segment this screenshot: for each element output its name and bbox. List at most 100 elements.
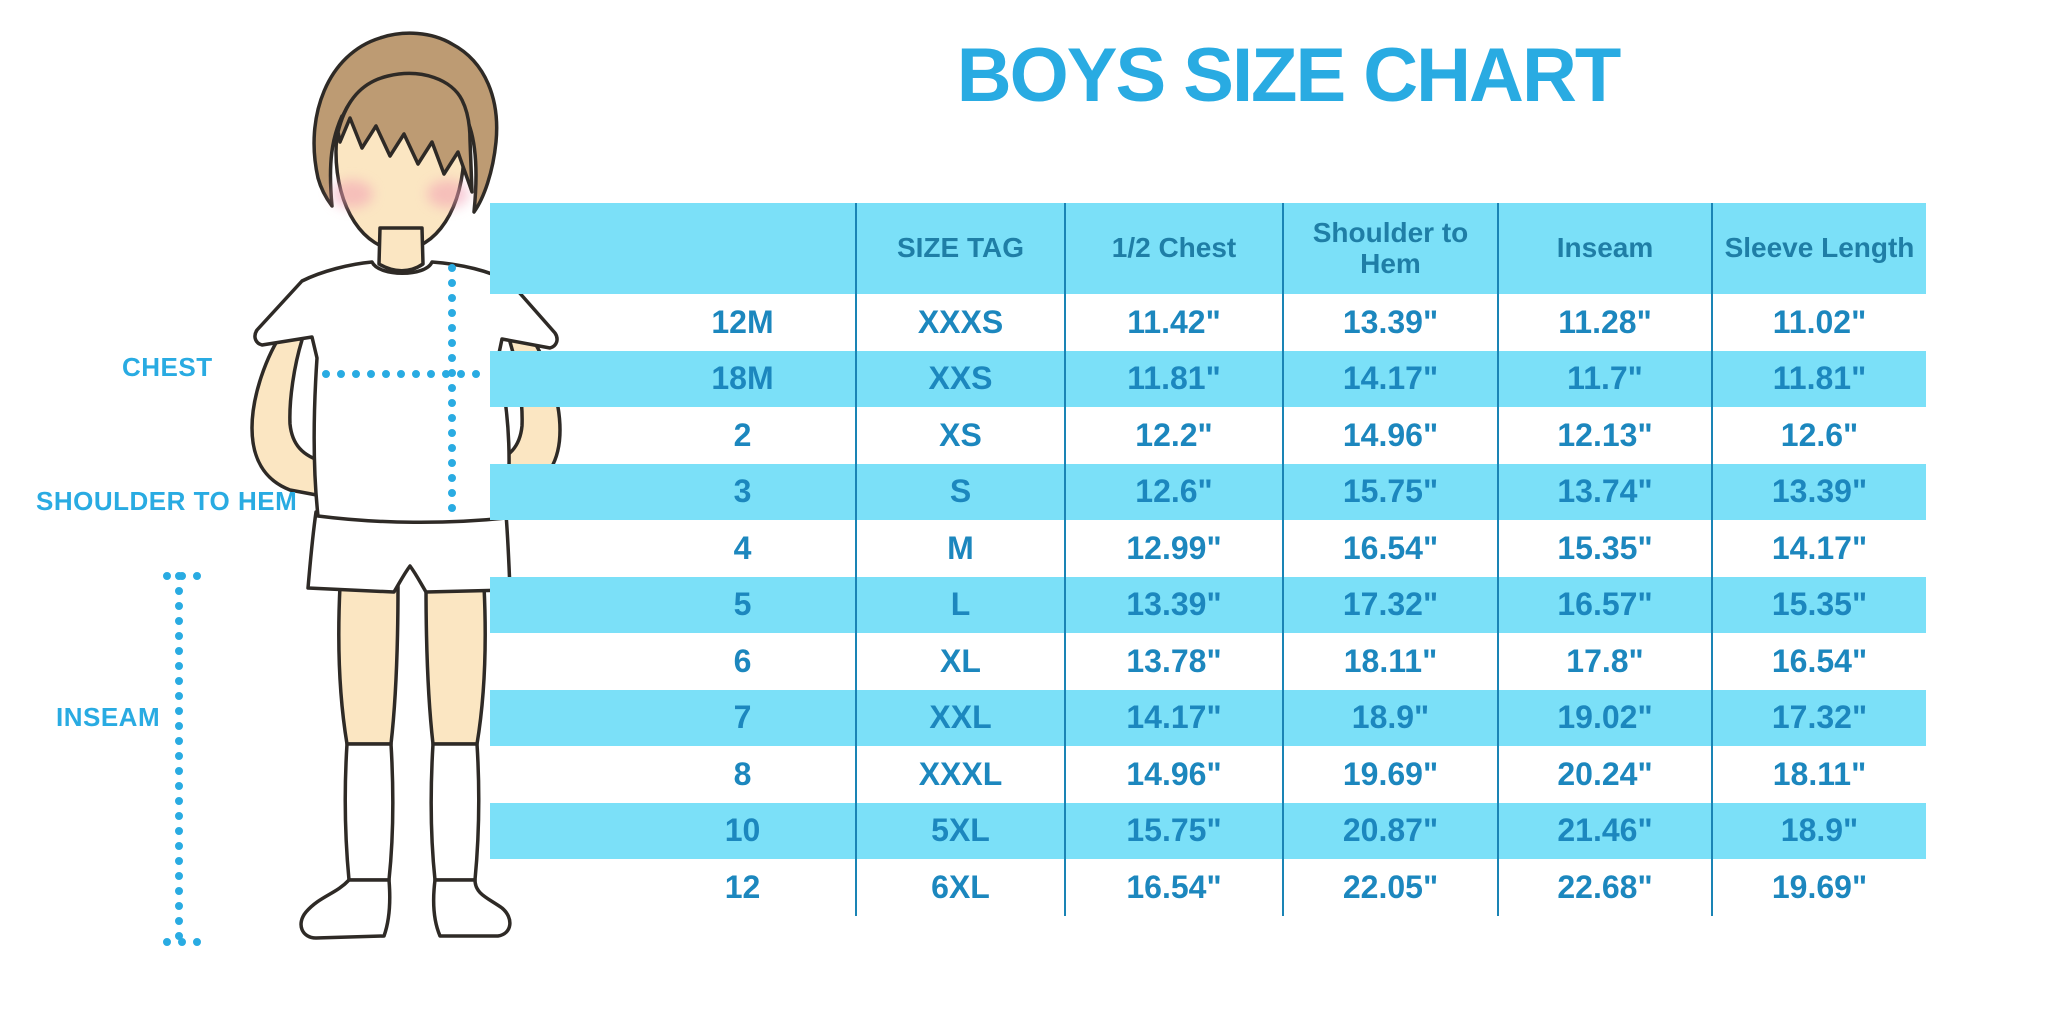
measurement-cell: 14.96"	[1064, 746, 1283, 803]
boy-blush-left	[331, 180, 373, 208]
measurement-cell: 11.02"	[1711, 294, 1926, 351]
row-label-cell: 3	[490, 463, 856, 520]
measurement-cell: 17.32"	[1282, 576, 1498, 633]
measurement-cell: 13.74"	[1497, 463, 1712, 520]
measurement-cell: 19.69"	[1282, 746, 1498, 803]
column-header: Inseam	[1497, 203, 1712, 294]
chest-label: CHEST	[122, 352, 213, 382]
measurement-cell: 14.96"	[1282, 407, 1498, 464]
column-header: Sleeve Length	[1711, 203, 1926, 294]
measurement-cell: 21.46"	[1497, 802, 1712, 859]
measurement-cell: XXXL	[855, 746, 1065, 803]
measurement-cell: M	[855, 520, 1065, 577]
table-row: 8 XXXL 14.96" 19.69" 20.24" 18.11"	[490, 746, 1926, 803]
column-header: SIZE TAG	[855, 203, 1065, 294]
measurement-cell: 13.39"	[1282, 294, 1498, 351]
column-header: 1/2 Chest	[1064, 203, 1283, 294]
measurement-cell: 11.42"	[1064, 294, 1283, 351]
table-row: 12M XXXS 11.42" 13.39" 11.28" 11.02"	[490, 294, 1926, 351]
column-header-label: 1/2 Chest	[1111, 232, 1237, 264]
table-row: 12 6XL 16.54" 22.05" 22.68" 19.69"	[490, 859, 1926, 916]
measurement-cell: 22.68"	[1497, 859, 1712, 916]
boy-sock-right	[429, 742, 481, 882]
measurement-cell: XXL	[855, 689, 1065, 746]
measurement-cell: 18.9"	[1711, 802, 1926, 859]
measurement-cell: 15.75"	[1064, 802, 1283, 859]
measurement-cell: 14.17"	[1711, 520, 1926, 577]
boy-sock-left	[343, 742, 395, 882]
boy-arm-left	[250, 328, 326, 498]
measurement-cell: 18.11"	[1282, 633, 1498, 690]
measurement-cell: 5XL	[855, 802, 1065, 859]
column-header-label: Sleeve Length	[1724, 232, 1915, 264]
measurement-cell: L	[855, 576, 1065, 633]
row-label-cell: 4	[733, 529, 752, 566]
inseam-label: INSEAM	[56, 702, 161, 732]
boy-leg-right	[424, 584, 487, 746]
measurement-cell: 11.81"	[1064, 350, 1283, 407]
measurement-cell: 11.81"	[1711, 350, 1926, 407]
row-label-cell: 10	[490, 802, 856, 859]
boy-neck	[377, 226, 425, 273]
measurement-cell: 17.32"	[1711, 689, 1926, 746]
size-table: SIZE TAG 1/2 Chest Shoulder to Hem Inseam Sl…	[490, 203, 1926, 916]
boy-shorts	[306, 510, 512, 594]
measurement-cell: 12.6"	[1711, 407, 1926, 464]
measurement-cell: 19.69"	[1711, 859, 1926, 916]
measurement-cell: 17.8"	[1497, 633, 1712, 690]
row-label-cell: 2	[733, 416, 752, 453]
shoulder-to-hem-label: SHOULDER TO HEM	[36, 486, 298, 516]
column-header-label: Shoulder to Hem	[1312, 216, 1469, 279]
measurement-cell: 13.39"	[1064, 576, 1283, 633]
measurement-cell: 11.28"	[1497, 294, 1712, 351]
row-label-cell: 5	[490, 576, 856, 633]
table-row: 7 XXL 14.17" 18.9" 19.02" 17.32"	[490, 689, 1926, 746]
measurement-cell: 15.35"	[1711, 576, 1926, 633]
measurement-cell: 12.2"	[1064, 407, 1283, 464]
row-label-cell: 8	[733, 755, 752, 792]
measurement-cell: 14.17"	[1282, 350, 1498, 407]
row-label-cell: 6	[733, 642, 752, 679]
measurement-cell: 6XL	[855, 859, 1065, 916]
table-row: 6 XL 13.78" 18.11" 17.8" 16.54"	[490, 633, 1926, 690]
measurement-cell: XXXS	[855, 294, 1065, 351]
measurement-cell: 15.75"	[1282, 463, 1498, 520]
measurement-cell: XXS	[855, 350, 1065, 407]
measurement-cell: 15.35"	[1497, 520, 1712, 577]
measurement-cell: 16.54"	[1282, 520, 1498, 577]
column-header: Shoulder to Hem	[1282, 203, 1498, 294]
boy-foot-right	[431, 878, 512, 938]
table-row: 10 5XL 15.75" 20.87" 21.46" 18.9"	[490, 802, 1926, 859]
measurement-cell: 20.87"	[1282, 802, 1498, 859]
header-row: SIZE TAG 1/2 Chest Shoulder to Hem Inseam Sl…	[490, 203, 1926, 294]
measurement-cell: 19.02"	[1497, 689, 1712, 746]
measurement-cell: 12.99"	[1064, 520, 1283, 577]
table-row: 18M XXS 11.81" 14.17" 11.7" 11.81"	[490, 350, 1926, 407]
measurement-cell: XS	[855, 407, 1065, 464]
table-row: 3 S 12.6" 15.75" 13.74" 13.39"	[490, 463, 1926, 520]
row-label-cell: 7	[490, 689, 856, 746]
boy-foot-left	[299, 878, 392, 940]
boy-hair	[312, 31, 499, 214]
measurement-cell: 20.24"	[1497, 746, 1712, 803]
measurement-cell: S	[855, 463, 1065, 520]
size-chart-table: SIZE TAG 1/2 Chest Shoulder to Hem Inseam Sl…	[490, 203, 1926, 916]
measurement-cell: 12.6"	[1064, 463, 1283, 520]
measurement-cell: XL	[855, 633, 1065, 690]
measurement-cell: 13.78"	[1064, 633, 1283, 690]
measurement-cell: 13.39"	[1711, 463, 1926, 520]
column-header	[490, 203, 856, 294]
boy-leg-left	[337, 584, 400, 746]
measurement-cell: 22.05"	[1282, 859, 1498, 916]
measurement-cell: 16.57"	[1497, 576, 1712, 633]
row-label-cell: 12M	[711, 303, 774, 340]
column-header-label: SIZE TAG	[896, 232, 1025, 264]
measurement-cell: 14.17"	[1064, 689, 1283, 746]
row-label-cell: 12	[724, 868, 761, 905]
page-title: BOYS SIZE CHART	[956, 33, 1622, 118]
boy-bangs	[336, 71, 474, 194]
table-row: 4 M 12.99" 16.54" 15.35" 14.17"	[490, 520, 1926, 577]
measurement-cell: 16.54"	[1711, 633, 1926, 690]
measurement-cell: 18.11"	[1711, 746, 1926, 803]
